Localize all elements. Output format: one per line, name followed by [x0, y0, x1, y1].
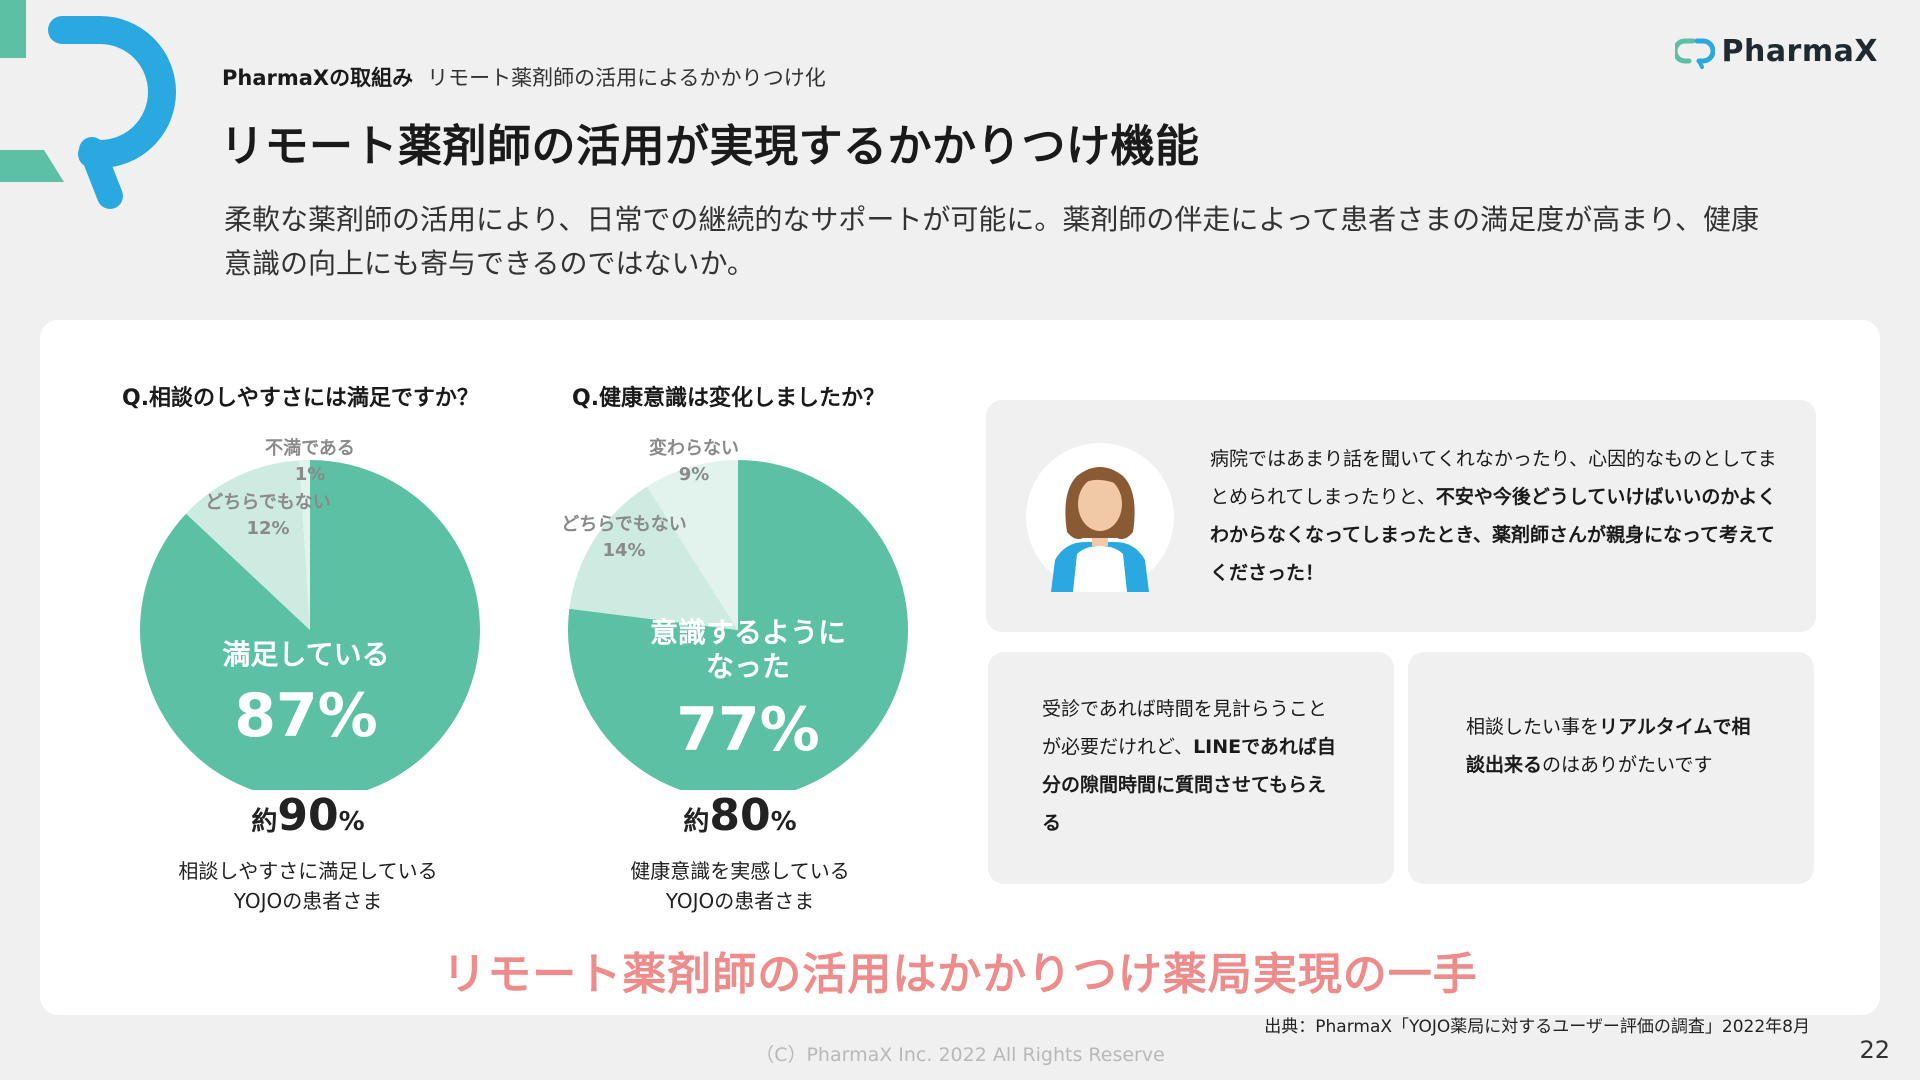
survey1-stat-prefix: 約	[251, 807, 278, 837]
survey1-description: 相談しやすさに満足している YOJOの患者さま	[118, 856, 498, 916]
quote-2-bold: LINEであれば自分の隙間時間に質問させてもらえる	[1042, 736, 1336, 834]
lead-text: 柔軟な薬剤師の活用により、日常での継続的なサポートが可能に。薬剤師の伴走によって…	[224, 203, 1759, 280]
quote-1-text: 病院ではあまり話を聞いてくれなかったり、心因的なものとしてまとめられてしまったり…	[1210, 440, 1780, 592]
pie-label-neutral-pct: 14%	[602, 540, 645, 561]
brand-name: PharmaX	[1721, 34, 1878, 69]
pie-slice-neutral	[569, 486, 738, 630]
corner-logo-graphic	[0, 0, 176, 209]
copyright: （C）PharmaX Inc. 2022 All Rights Reserve	[755, 1044, 1165, 1066]
quote-card-2	[988, 652, 1394, 884]
quote-3-bold: リアルタイムで相談出来る	[1466, 716, 1751, 776]
survey1-desc-line2: YOJOの患者さま	[233, 889, 383, 913]
survey2-stat-unit: %	[770, 807, 797, 837]
pie-slice-satisfied	[140, 460, 480, 790]
pie-label-conscious-pct: 77%	[676, 695, 820, 765]
quote-2-text: 受診であれば時間を見計らうことが必要だけれど、LINEであれば自分の隙間時間に質…	[1042, 690, 1342, 842]
pie-slice-conscious	[568, 460, 908, 790]
page-number: 22	[1859, 1036, 1890, 1064]
pie-label-dissatisfied-pct: 1%	[295, 464, 326, 485]
survey2-stat-value: 80	[709, 790, 771, 841]
survey1-pie-chart: 不満である 1% どちらでもない 12% 満足している 87%	[140, 437, 480, 790]
pie-slice-unchanged	[646, 460, 738, 630]
pie-label-satisfied-pct: 87%	[234, 681, 378, 751]
pie-label-neutral-pct: 12%	[246, 518, 289, 539]
survey1-desc-line1: 相談しやすさに満足している	[178, 859, 438, 883]
source-citation: 出典：PharmaX「YOJO薬局に対するユーザー評価の調査」2022年8月	[1264, 1017, 1810, 1037]
quote-2-plain: 受診であれば時間を見計らうことが必要だけれど、	[1042, 698, 1327, 758]
survey1-question: Q.相談のしやすさには満足ですか？	[122, 386, 479, 411]
pie-label-satisfied: 満足している	[222, 638, 389, 671]
survey1-stat: 約90%	[118, 790, 498, 841]
pie-label-neutral-name: どちらでもない	[205, 492, 330, 513]
pie-label-unchanged-pct: 9%	[679, 464, 710, 485]
quote-card-3	[1408, 652, 1814, 884]
quote-3-plain2: のはありがたいです	[1542, 754, 1713, 776]
pharmax-logo-icon	[1675, 38, 1716, 69]
pie-slice-dissatisfied	[299, 460, 310, 630]
pie-label-dissatisfied-name: 不満である	[265, 437, 355, 459]
quote-1-bold: 不安や今後どうしていけばいいのかよくわからなくなってしまったとき、薬剤師さんが親…	[1210, 486, 1777, 584]
survey2-stat: 約80%	[550, 790, 930, 841]
pie-label-neutral-name: どちらでもない	[561, 514, 686, 535]
survey1-stat-value: 90	[277, 790, 339, 841]
quote-3-text: 相談したい事をリアルタイムで相談出来るのはありがたいです	[1466, 708, 1766, 784]
pie-slice-neutral	[186, 460, 310, 630]
page-title: リモート薬剤師の活用が実現するかかりつけ機能	[220, 121, 1200, 172]
survey2-description: 健康意識を実感している YOJOの患者さま	[550, 856, 930, 916]
quote-1-plain: 病院ではあまり話を聞いてくれなかったり、心因的なものとしてまとめられてしまったり…	[1210, 448, 1777, 508]
pie-label-conscious-line2: なった	[706, 650, 790, 683]
patient-avatar-icon	[1026, 443, 1174, 592]
survey1-stat-unit: %	[338, 807, 365, 837]
conclusion-text: リモート薬剤師の活用はかかりつけ薬局実現の一手	[442, 949, 1478, 1000]
pie-label-unchanged-name: 変わらない	[649, 437, 739, 459]
section-label-strong: PharmaXの取組み	[222, 66, 414, 90]
pie-label-conscious-line1: 意識するように	[650, 616, 846, 649]
brand-logo: PharmaX	[1675, 34, 1878, 69]
survey2-desc-line1: 健康意識を実感している	[630, 859, 850, 883]
survey2-desc-line2: YOJOの患者さま	[665, 889, 815, 913]
survey2-stat-prefix: 約	[683, 807, 710, 837]
survey2-question: Q.健康意識は変化しましたか？	[572, 386, 886, 411]
quote-3-plain1: 相談したい事を	[1466, 716, 1600, 738]
section-label: PharmaXの取組み リモート薬剤師の活用によるかかりつけ化	[222, 62, 826, 92]
survey2-pie-chart: 変わらない 9% どちらでもない 14% 意識するように なった 77%	[561, 437, 908, 790]
section-label-sub: リモート薬剤師の活用によるかかりつけ化	[427, 66, 826, 90]
